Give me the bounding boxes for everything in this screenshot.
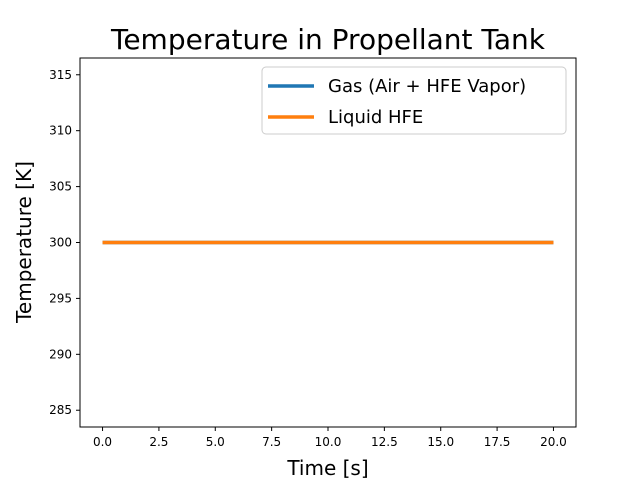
legend-frame <box>261 66 567 135</box>
legend: Gas (Air + HFE Vapor) Liquid HFE <box>261 66 567 135</box>
x-axis-label: Time [s] <box>286 456 368 480</box>
y-tick-label: 290 <box>49 347 72 361</box>
x-tick-label: 0.0 <box>93 435 112 449</box>
x-tick-label: 7.5 <box>262 435 281 449</box>
legend-entries: Gas (Air + HFE Vapor) Liquid HFE <box>268 76 526 128</box>
y-tick-label: 285 <box>49 403 72 417</box>
x-tick-label: 2.5 <box>149 435 168 449</box>
x-tick-label: 15.0 <box>427 435 454 449</box>
y-axis-label: Temperature [K] <box>12 161 36 324</box>
y-tick-label: 295 <box>49 291 72 305</box>
y-tick-label: 300 <box>49 236 72 250</box>
x-tick-label: 20.0 <box>540 435 567 449</box>
x-tick-label: 12.5 <box>371 435 398 449</box>
y-tick-label: 315 <box>49 68 72 82</box>
legend-label-0: Gas (Air + HFE Vapor) <box>328 76 526 97</box>
x-axis-ticks: 0.0 2.5 5.0 7.5 10.0 12.5 15.0 17.5 20.0 <box>93 427 567 449</box>
chart-title: Temperature in Propellant Tank <box>110 23 546 56</box>
legend-label-1: Liquid HFE <box>328 107 423 128</box>
x-tick-label: 17.5 <box>484 435 511 449</box>
y-tick-label: 310 <box>49 124 72 138</box>
x-tick-label: 10.0 <box>315 435 342 449</box>
y-tick-label: 305 <box>49 180 72 194</box>
x-tick-label: 5.0 <box>206 435 225 449</box>
y-axis-ticks: 285 290 295 300 305 310 315 <box>49 68 80 417</box>
